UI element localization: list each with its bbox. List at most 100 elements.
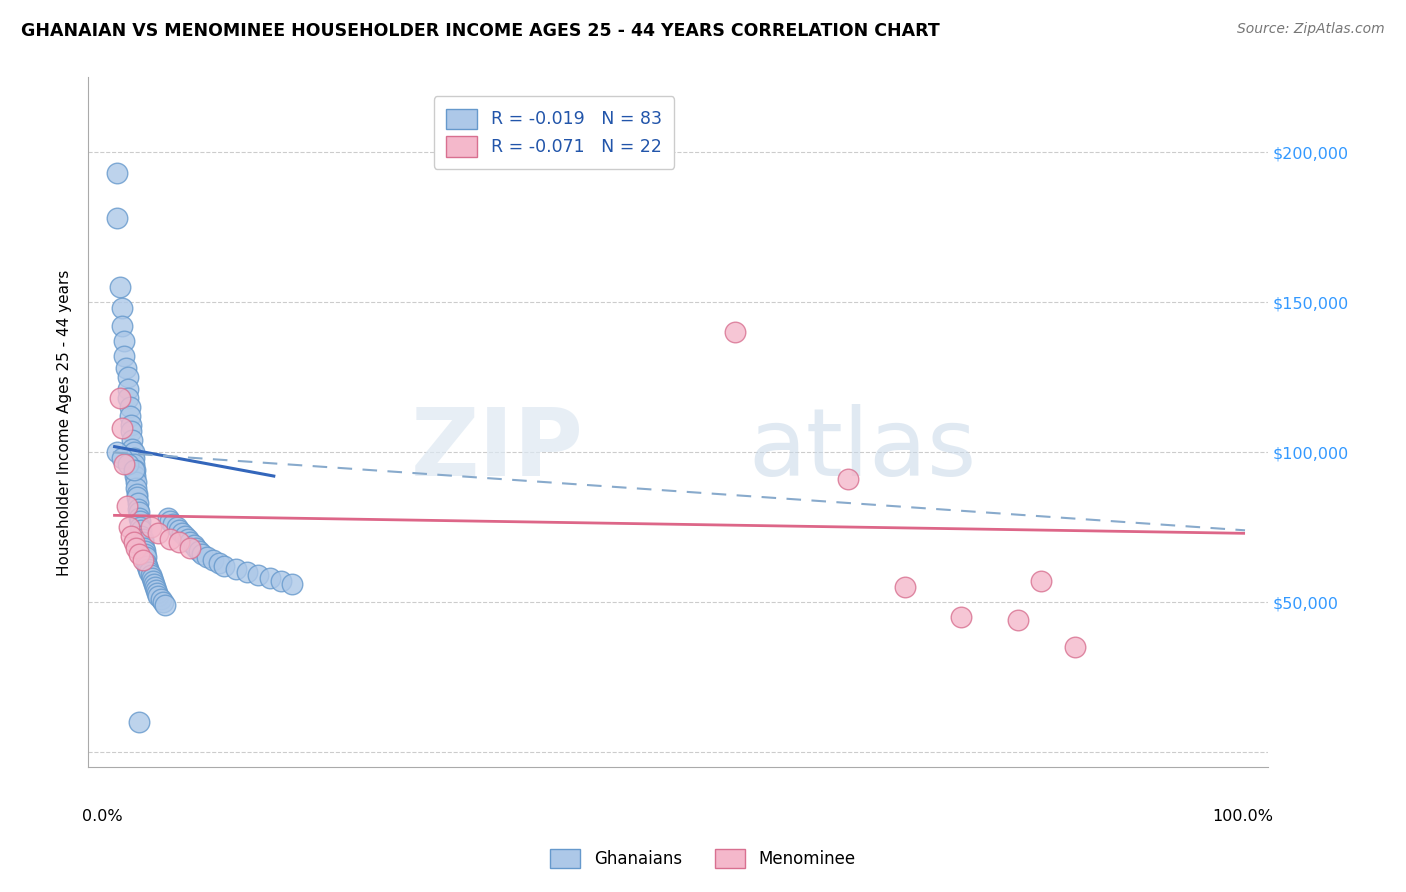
Point bbox=[111, 319, 134, 334]
Point bbox=[128, 547, 150, 561]
Point bbox=[146, 586, 169, 600]
Point bbox=[120, 409, 142, 424]
Point bbox=[115, 500, 138, 514]
Point bbox=[1007, 613, 1029, 627]
Point bbox=[124, 463, 146, 477]
Point bbox=[134, 544, 156, 558]
Point bbox=[167, 524, 190, 538]
Point bbox=[111, 421, 134, 435]
Point bbox=[190, 547, 212, 561]
Point bbox=[837, 472, 859, 486]
Point bbox=[129, 514, 152, 528]
Point bbox=[152, 595, 174, 609]
Point bbox=[149, 592, 172, 607]
Point bbox=[950, 610, 973, 624]
Point bbox=[118, 520, 141, 534]
Point bbox=[131, 553, 153, 567]
Text: atlas: atlas bbox=[749, 404, 977, 496]
Point bbox=[120, 418, 142, 433]
Point bbox=[148, 526, 170, 541]
Point bbox=[135, 550, 157, 565]
Point bbox=[108, 280, 131, 294]
Point bbox=[1029, 574, 1052, 589]
Point bbox=[122, 463, 145, 477]
Point bbox=[114, 350, 136, 364]
Point bbox=[173, 529, 195, 543]
Point bbox=[142, 574, 165, 589]
Point bbox=[188, 544, 211, 558]
Point bbox=[179, 541, 201, 556]
Point bbox=[124, 469, 146, 483]
Point bbox=[184, 541, 207, 556]
Point bbox=[125, 475, 148, 490]
Point bbox=[179, 535, 201, 549]
Point bbox=[156, 511, 179, 525]
Point bbox=[177, 533, 200, 547]
Point bbox=[127, 502, 149, 516]
Point bbox=[270, 574, 292, 589]
Point bbox=[125, 541, 148, 556]
Point bbox=[207, 557, 229, 571]
Point bbox=[128, 715, 150, 730]
Point bbox=[105, 445, 128, 459]
Point bbox=[108, 392, 131, 406]
Point bbox=[122, 535, 145, 549]
Text: ZIP: ZIP bbox=[411, 404, 583, 496]
Point bbox=[122, 451, 145, 466]
Point bbox=[111, 451, 134, 466]
Point bbox=[136, 559, 159, 574]
Point bbox=[105, 211, 128, 226]
Point bbox=[125, 487, 148, 501]
Point bbox=[159, 514, 181, 528]
Point bbox=[129, 520, 152, 534]
Point bbox=[135, 557, 157, 571]
Point bbox=[128, 511, 150, 525]
Text: GHANAIAN VS MENOMINEE HOUSEHOLDER INCOME AGES 25 - 44 YEARS CORRELATION CHART: GHANAIAN VS MENOMINEE HOUSEHOLDER INCOME… bbox=[21, 22, 939, 40]
Text: 0.0%: 0.0% bbox=[83, 809, 122, 823]
Point bbox=[201, 553, 224, 567]
Point bbox=[139, 568, 162, 582]
Point bbox=[225, 562, 247, 576]
Point bbox=[125, 491, 148, 505]
Point bbox=[111, 301, 134, 316]
Point bbox=[138, 566, 160, 580]
Point bbox=[131, 533, 153, 547]
Point bbox=[724, 326, 747, 340]
Point bbox=[120, 401, 142, 415]
Point bbox=[172, 526, 194, 541]
Point bbox=[114, 361, 136, 376]
Point bbox=[281, 577, 304, 591]
Point bbox=[132, 541, 155, 556]
Point bbox=[259, 571, 281, 585]
Point bbox=[134, 547, 156, 561]
Point bbox=[117, 370, 139, 384]
Point bbox=[117, 458, 139, 472]
Y-axis label: Householder Income Ages 25 - 44 years: Householder Income Ages 25 - 44 years bbox=[58, 269, 72, 575]
Point bbox=[894, 580, 917, 594]
Point bbox=[145, 583, 167, 598]
Text: 100.0%: 100.0% bbox=[1212, 809, 1274, 823]
Point bbox=[114, 458, 136, 472]
Point bbox=[121, 442, 143, 457]
Point bbox=[236, 566, 259, 580]
Point bbox=[131, 535, 153, 549]
Point bbox=[121, 434, 143, 448]
Point bbox=[139, 520, 162, 534]
Point bbox=[122, 458, 145, 472]
Point bbox=[117, 383, 139, 397]
Point bbox=[120, 529, 142, 543]
Point bbox=[125, 481, 148, 495]
Point bbox=[127, 496, 149, 510]
Legend: Ghanaians, Menominee: Ghanaians, Menominee bbox=[544, 842, 862, 875]
Point bbox=[117, 392, 139, 406]
Point bbox=[120, 425, 142, 439]
Point bbox=[212, 559, 235, 574]
Point bbox=[136, 562, 159, 576]
Point bbox=[131, 529, 153, 543]
Point bbox=[195, 550, 218, 565]
Point bbox=[166, 520, 188, 534]
Point bbox=[247, 568, 270, 582]
Point bbox=[122, 445, 145, 459]
Text: Source: ZipAtlas.com: Source: ZipAtlas.com bbox=[1237, 22, 1385, 37]
Point bbox=[183, 538, 205, 552]
